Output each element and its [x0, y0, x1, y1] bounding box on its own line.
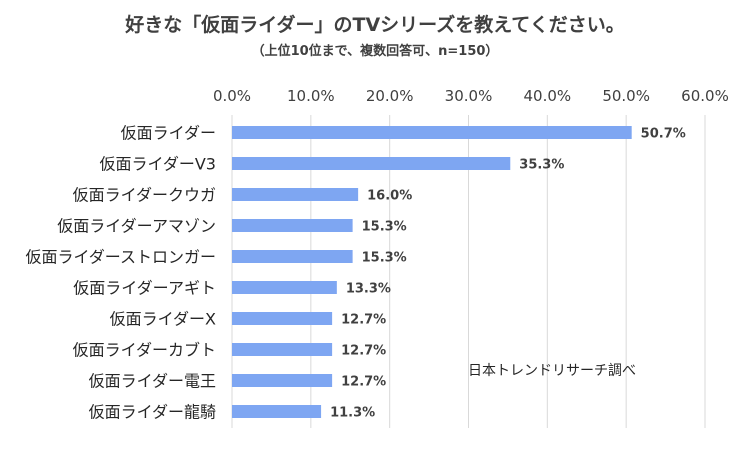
data-label: 12.7%	[341, 313, 386, 328]
category-label: 仮面ライダー龍騎	[89, 403, 216, 422]
data-label: 12.7%	[341, 344, 386, 359]
bar	[232, 157, 511, 170]
chart-title: 好きな「仮面ライダー」のTVシリーズを教えてください。	[125, 14, 625, 36]
bar	[232, 405, 322, 418]
category-label: 仮面ライダーアマゾン	[57, 217, 216, 236]
bar	[232, 126, 632, 139]
category-label: 仮面ライダー電王	[89, 372, 216, 391]
category-label: 仮面ライダーカブト	[73, 341, 216, 360]
x-tick-label: 50.0%	[602, 87, 650, 105]
data-label: 11.3%	[330, 406, 375, 421]
x-tick-label: 0.0%	[213, 87, 251, 105]
chart-subtitle: （上位10位まで、複数回答可、n=150）	[251, 44, 499, 59]
bar	[232, 374, 333, 387]
bar	[232, 250, 353, 263]
category-label: 仮面ライダークウガ	[73, 186, 216, 205]
x-tick-label: 20.0%	[366, 87, 414, 105]
bar	[232, 188, 359, 201]
bar	[232, 281, 337, 294]
bar	[232, 312, 333, 325]
category-label: 仮面ライダーアギト	[73, 279, 216, 298]
category-label: 仮面ライダーX	[110, 310, 216, 329]
data-label: 13.3%	[346, 282, 391, 297]
category-label: 仮面ライダーV3	[100, 155, 217, 174]
x-tick-label: 40.0%	[524, 87, 572, 105]
category-label: 仮面ライダー	[121, 124, 216, 143]
x-tick-label: 10.0%	[287, 87, 335, 105]
data-label: 12.7%	[341, 375, 386, 390]
data-label: 15.3%	[362, 220, 407, 235]
source-annotation: 日本トレンドリサーチ調べ	[468, 363, 636, 379]
data-label: 35.3%	[519, 158, 564, 173]
data-label: 50.7%	[641, 127, 686, 142]
data-label: 15.3%	[362, 251, 407, 266]
bar	[232, 219, 353, 232]
x-tick-label: 30.0%	[445, 87, 493, 105]
x-tick-label: 60.0%	[681, 87, 729, 105]
category-label: 仮面ライダーストロンガー	[25, 248, 216, 267]
data-label: 16.0%	[367, 189, 412, 204]
bar	[232, 343, 333, 356]
